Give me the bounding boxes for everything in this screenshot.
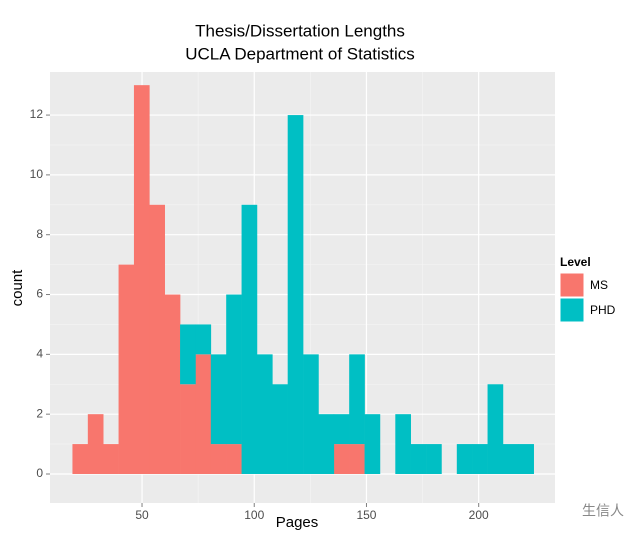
chart-subtitle: UCLA Department of Statistics: [185, 44, 415, 63]
bar: [133, 85, 150, 474]
legend-title: Level: [560, 255, 591, 269]
bar: [118, 264, 135, 474]
bar: [287, 115, 304, 474]
bar: [472, 444, 488, 474]
bar: [426, 444, 442, 474]
x-tick-label: 100: [244, 508, 264, 522]
x-tick-label: 200: [469, 508, 489, 522]
bar: [318, 414, 335, 474]
bar: [272, 384, 288, 474]
bar: [149, 204, 165, 474]
legend-label: MS: [590, 278, 608, 292]
bar: [364, 414, 381, 474]
bar: [195, 354, 212, 474]
bar: [180, 384, 196, 474]
bar: [195, 324, 212, 355]
x-tick-label: 150: [356, 508, 376, 522]
chart-title: Thesis/Dissertation Lengths: [195, 21, 405, 40]
y-axis-label: count: [9, 269, 26, 307]
bar: [164, 294, 181, 474]
y-tick-label: 6: [36, 287, 43, 301]
bar: [333, 414, 350, 445]
bar: [410, 444, 427, 474]
y-tick-label: 0: [36, 466, 43, 480]
bar: [487, 384, 504, 474]
watermark: 生信人: [582, 503, 624, 519]
y-tick-label: 12: [30, 107, 44, 121]
bar: [502, 444, 519, 474]
y-tick-label: 10: [30, 167, 44, 181]
y-tick-label: 8: [36, 227, 43, 241]
legend-key: [559, 297, 585, 323]
bar: [241, 204, 258, 474]
y-tick-label: 4: [36, 347, 43, 361]
bar: [87, 414, 104, 474]
legend-key: [559, 272, 585, 298]
bar: [72, 444, 89, 474]
legend-label: PHD: [590, 303, 616, 317]
bar: [395, 414, 411, 474]
bar: [456, 444, 473, 474]
x-tick-label: 50: [135, 508, 149, 522]
bar: [518, 444, 534, 474]
bar: [180, 324, 196, 385]
bar: [226, 444, 242, 474]
y-tick-label: 2: [36, 406, 43, 420]
bar: [103, 444, 119, 474]
bar: [349, 354, 365, 445]
x-axis-label: Pages: [276, 514, 319, 531]
bar: [210, 354, 227, 445]
bar: [256, 354, 273, 474]
bar: [349, 444, 365, 474]
bar: [226, 294, 242, 445]
bar: [210, 444, 227, 474]
bar: [303, 354, 319, 474]
bar: [333, 444, 350, 474]
